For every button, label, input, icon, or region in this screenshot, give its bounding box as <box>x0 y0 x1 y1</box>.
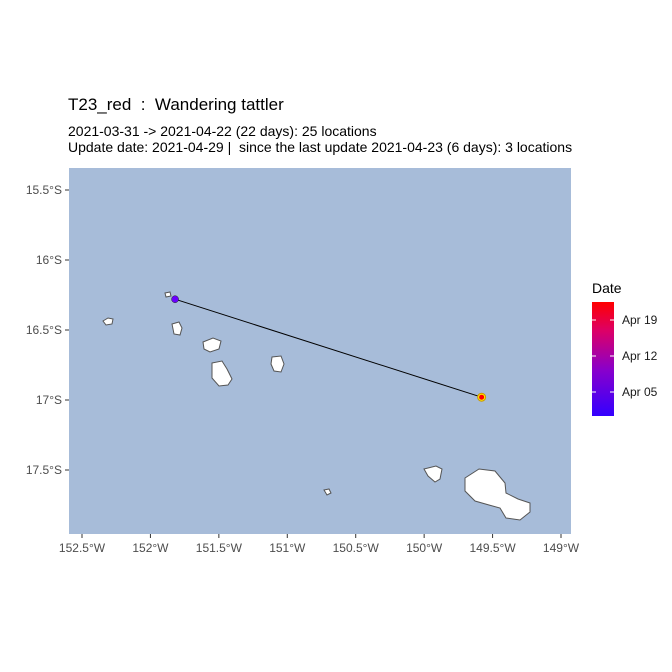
island-small-west <box>102 317 114 326</box>
x-tick-label: 149°W <box>543 541 580 555</box>
date-colorbar <box>592 302 614 416</box>
x-tick-label: 151.5°W <box>196 541 243 555</box>
x-tick-label: 152°W <box>132 541 169 555</box>
island-tahiti <box>464 468 531 521</box>
map-subtitle-update: Update date: 2021-04-29 | since the last… <box>68 139 573 155</box>
island-moorea <box>423 465 443 483</box>
track-line <box>174 298 482 398</box>
track-point-last <box>479 394 485 400</box>
x-tick-label: 150°W <box>406 541 443 555</box>
y-tick-label: 17°S <box>36 393 62 407</box>
y-tick-label: 15.5°S <box>26 183 62 197</box>
axis-ticks: 152.5°W 152°W 151.5°W 151°W 150.5°W 150°W 149.… <box>26 183 580 555</box>
map-subtitle-dates: 2021-03-31 -> 2021-04-22 (22 days): 25 l… <box>68 123 377 139</box>
islands <box>102 291 531 521</box>
legend-label-apr19: Apr 19 <box>622 313 658 327</box>
x-tick-label: 150.5°W <box>333 541 380 555</box>
x-tick-label: 152.5°W <box>59 541 106 555</box>
legend-label-apr12: Apr 12 <box>622 349 658 363</box>
y-tick-label: 16°S <box>36 253 62 267</box>
track-point-start <box>171 295 179 303</box>
track-layer <box>171 295 487 402</box>
y-tick-label: 17.5°S <box>26 463 62 477</box>
x-tick-label: 149.5°W <box>469 541 516 555</box>
map-title: T23_red : Wandering tattler <box>68 95 284 114</box>
island-reef-a <box>171 321 183 336</box>
y-tick-label: 16.5°S <box>26 323 62 337</box>
x-tick-label: 151°W <box>269 541 306 555</box>
island-reef-b <box>202 337 222 353</box>
legend-label-apr05: Apr 05 <box>622 385 658 399</box>
island-reef-d <box>270 355 285 373</box>
island-islet-south <box>323 488 332 496</box>
island-reef-c <box>211 360 233 387</box>
island-atoll-north <box>164 291 172 298</box>
legend-title: Date <box>592 280 622 296</box>
